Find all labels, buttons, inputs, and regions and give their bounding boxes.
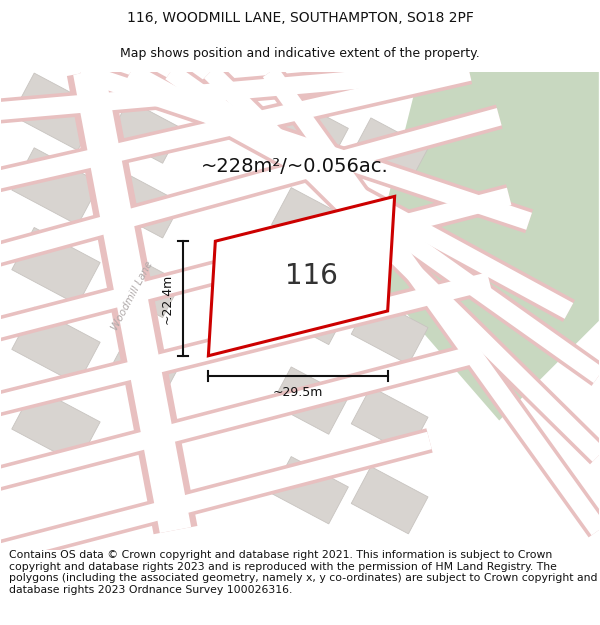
Polygon shape [272,457,349,524]
Polygon shape [0,188,511,339]
Polygon shape [110,334,181,398]
Polygon shape [67,68,197,534]
Polygon shape [272,278,349,344]
Polygon shape [351,208,428,275]
Polygon shape [272,367,349,434]
Polygon shape [0,59,451,124]
Polygon shape [208,196,395,356]
Polygon shape [204,66,600,462]
Polygon shape [110,254,181,318]
Polygon shape [351,118,428,185]
Polygon shape [78,63,532,230]
Text: 116: 116 [285,262,338,290]
Text: Map shows position and indicative extent of the property.: Map shows position and indicative extent… [120,48,480,61]
Polygon shape [0,59,472,194]
Polygon shape [202,63,600,464]
Text: ~29.5m: ~29.5m [273,386,323,399]
Polygon shape [163,62,600,386]
Polygon shape [351,466,428,534]
Polygon shape [0,272,491,414]
Polygon shape [110,175,181,238]
Text: Woodmill Lane: Woodmill Lane [110,260,155,332]
Polygon shape [0,269,493,418]
Polygon shape [0,344,472,492]
Polygon shape [0,428,433,567]
Polygon shape [351,387,428,454]
Polygon shape [272,188,349,255]
Text: ~22.4m: ~22.4m [161,273,174,324]
Polygon shape [12,148,100,225]
Polygon shape [110,100,181,163]
Text: Contains OS data © Crown copyright and database right 2021. This information is : Contains OS data © Crown copyright and d… [9,550,598,595]
Polygon shape [166,64,600,383]
Polygon shape [0,63,450,121]
Polygon shape [0,104,503,268]
Polygon shape [263,67,600,535]
Polygon shape [370,72,599,421]
Polygon shape [272,98,349,165]
Polygon shape [0,108,502,265]
Polygon shape [12,307,100,384]
Polygon shape [125,61,575,322]
Polygon shape [351,298,428,364]
Polygon shape [0,347,472,489]
Polygon shape [12,387,100,464]
Text: ~228m²/~0.056ac.: ~228m²/~0.056ac. [201,157,389,176]
Polygon shape [0,63,472,190]
Polygon shape [127,64,573,319]
Polygon shape [73,69,191,533]
Polygon shape [77,60,533,233]
Polygon shape [12,228,100,305]
Polygon shape [12,73,100,151]
Polygon shape [0,432,432,564]
Polygon shape [0,184,512,343]
Text: 116, WOODMILL LANE, SOUTHAMPTON, SO18 2PF: 116, WOODMILL LANE, SOUTHAMPTON, SO18 2P… [127,11,473,25]
Polygon shape [260,64,600,538]
